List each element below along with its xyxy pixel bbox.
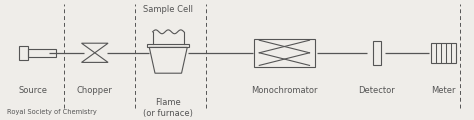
Text: Flame
(or furnace): Flame (or furnace) <box>143 98 193 118</box>
Bar <box>373 41 381 65</box>
Text: Meter: Meter <box>431 86 456 95</box>
Bar <box>254 39 315 67</box>
Bar <box>431 43 456 63</box>
Bar <box>28 49 56 57</box>
Text: Chopper: Chopper <box>77 86 113 95</box>
Text: Monochromator: Monochromator <box>251 86 318 95</box>
Text: Sample Cell: Sample Cell <box>143 5 193 14</box>
Bar <box>147 44 189 47</box>
Bar <box>19 46 28 60</box>
Text: Royal Society of Chemistry: Royal Society of Chemistry <box>7 109 97 115</box>
Text: Source: Source <box>18 86 48 95</box>
Text: Detector: Detector <box>358 86 395 95</box>
